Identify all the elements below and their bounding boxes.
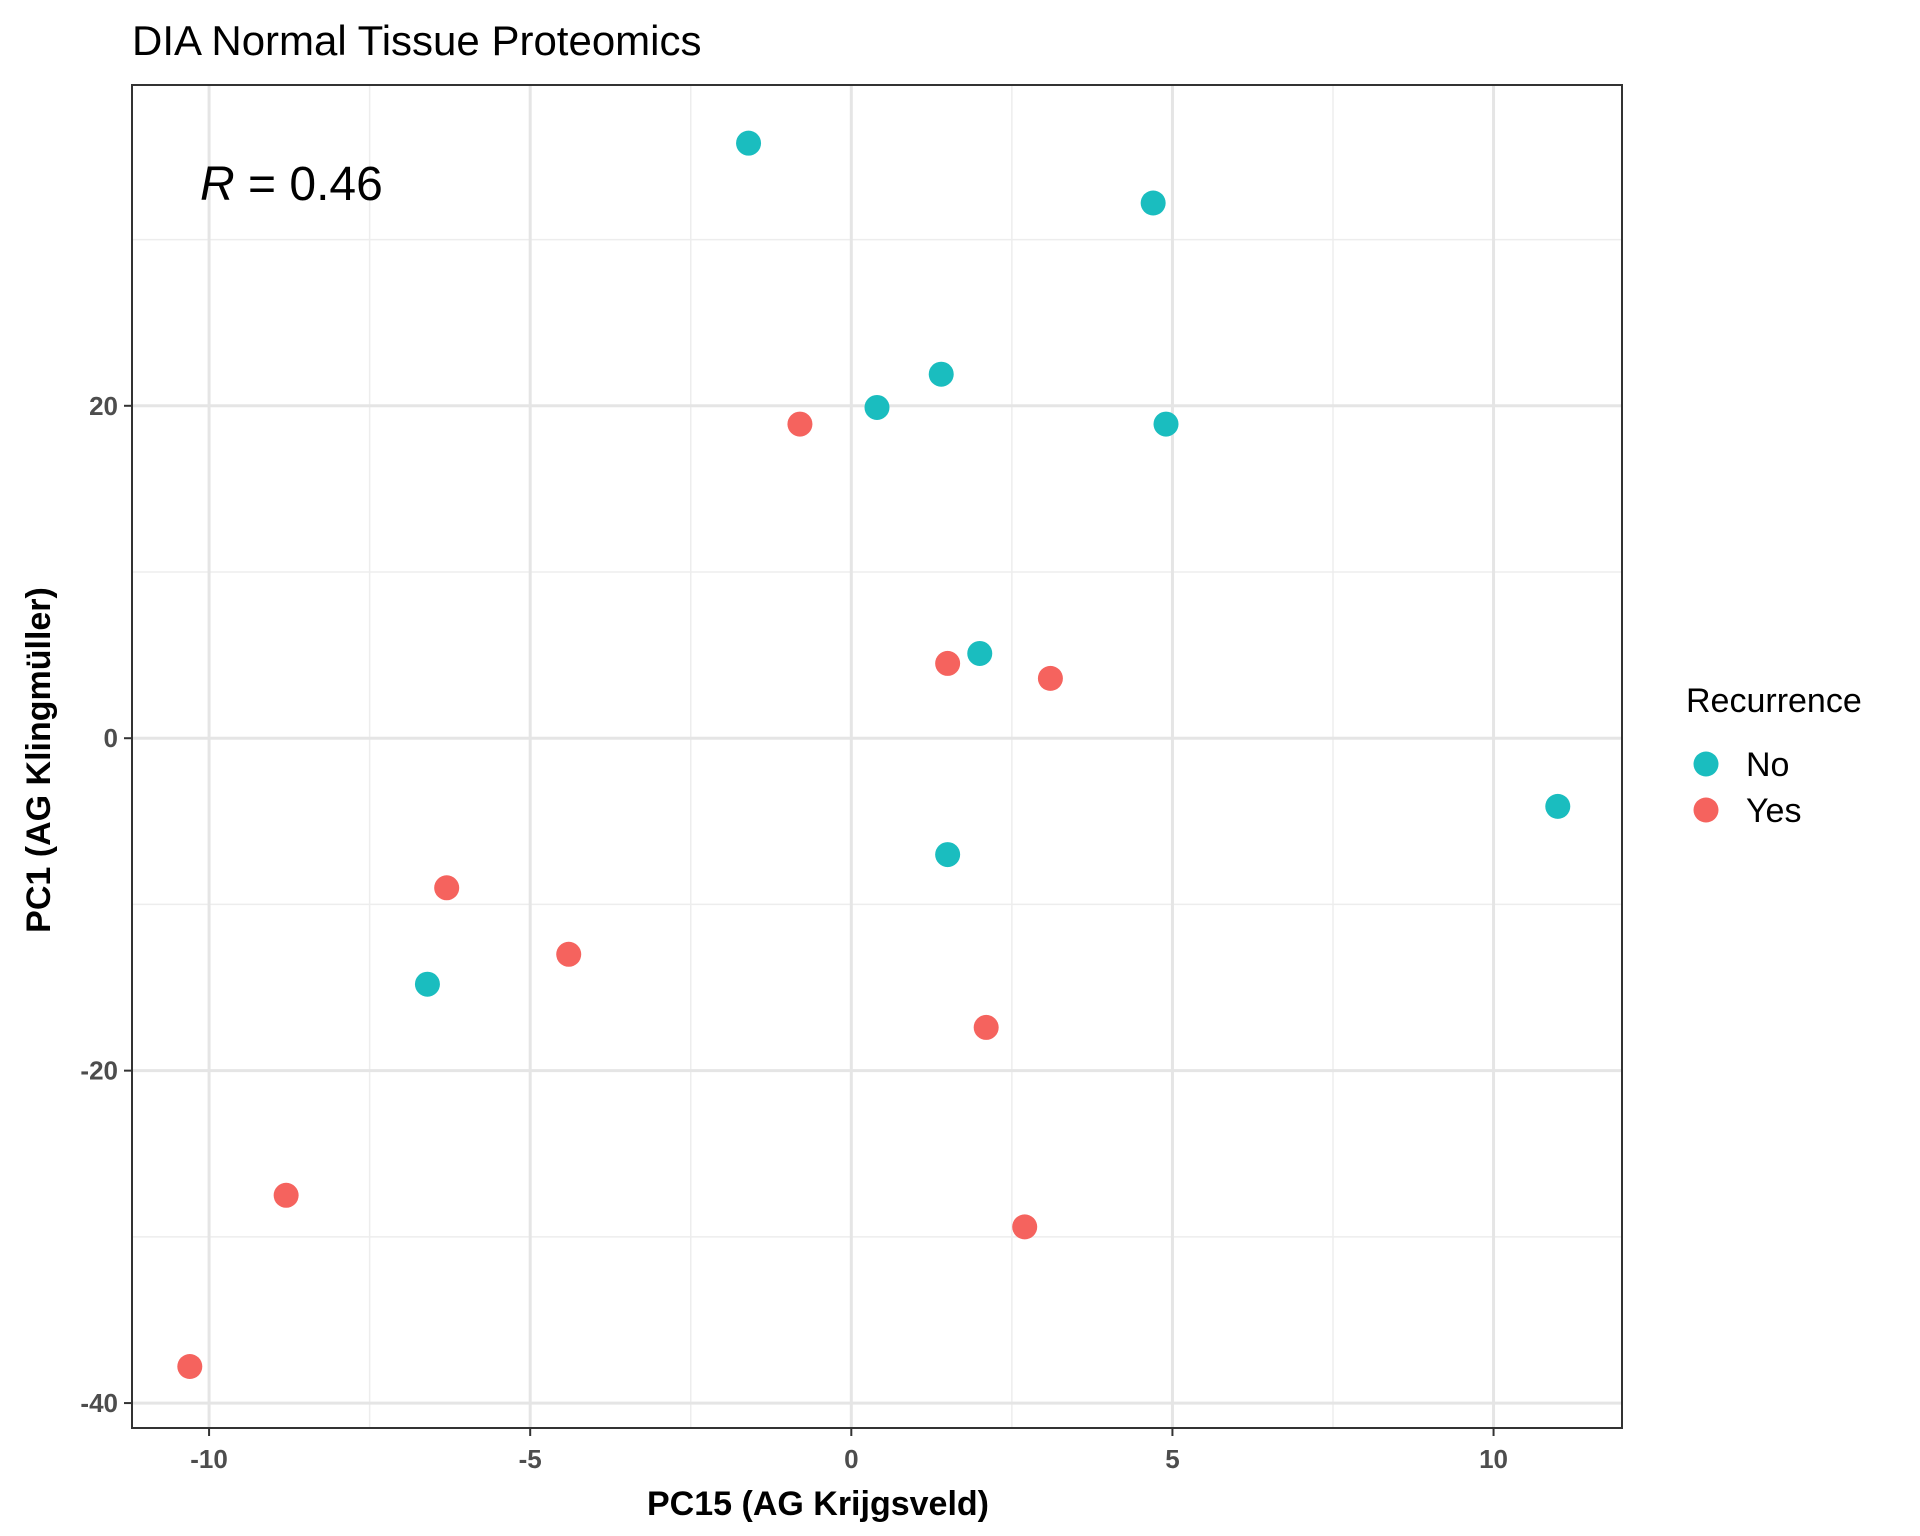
data-point	[1140, 190, 1166, 216]
legend-title: Recurrence	[1686, 682, 1862, 720]
y-tick-label: 20	[89, 391, 118, 421]
data-point	[967, 640, 993, 666]
data-point	[434, 875, 460, 901]
chart-title: DIA Normal Tissue Proteomics	[132, 17, 702, 64]
data-point	[864, 394, 890, 420]
panel-background	[132, 85, 1622, 1428]
y-tick-label: -20	[80, 1056, 118, 1086]
data-point	[177, 1354, 203, 1380]
x-axis-title: PC15 (AG Krijgsveld)	[647, 1485, 989, 1523]
x-tick-label: 5	[1165, 1444, 1179, 1474]
series-no	[414, 130, 1571, 997]
y-axis-title: PC1 (AG Klingmüller)	[20, 587, 58, 933]
data-point	[1037, 665, 1063, 691]
y-tick-label: -40	[80, 1388, 118, 1418]
data-point	[736, 130, 762, 156]
data-point	[928, 361, 954, 387]
x-tick-label: 0	[844, 1444, 858, 1474]
data-point	[1545, 793, 1571, 819]
series-yes	[177, 411, 1063, 1380]
legend-items: No Yes	[1693, 746, 1801, 830]
correlation-annotation: R = 0.46	[200, 158, 383, 211]
data-point	[414, 971, 440, 997]
legend-label: No	[1746, 746, 1789, 784]
data-point	[273, 1182, 299, 1208]
y-axis: -40 -20 0 20	[80, 391, 132, 1418]
x-axis: -10 -5 0 5 10	[190, 1428, 1508, 1474]
data-point	[935, 650, 961, 676]
data-point	[973, 1014, 999, 1040]
x-tick-label: -5	[519, 1444, 542, 1474]
data-point	[556, 941, 582, 967]
data-point	[935, 842, 961, 868]
legend-marker	[1693, 797, 1719, 823]
annotation-italic: R	[200, 158, 235, 211]
data-point	[1012, 1214, 1038, 1240]
y-tick-label: 0	[104, 723, 118, 753]
x-tick-label: -10	[190, 1444, 228, 1474]
panel-border	[131, 84, 1623, 1429]
legend-label: Yes	[1746, 792, 1801, 830]
plot-panel: R = 0.46	[131, 84, 1623, 1429]
x-tick-label: 10	[1479, 1444, 1508, 1474]
legend-marker	[1693, 751, 1719, 777]
data-point	[787, 411, 813, 437]
data-point	[1153, 411, 1179, 437]
annotation-value: = 0.46	[235, 158, 383, 211]
data-points	[177, 130, 1571, 1380]
legend: Recurrence No Yes	[1686, 682, 1862, 830]
